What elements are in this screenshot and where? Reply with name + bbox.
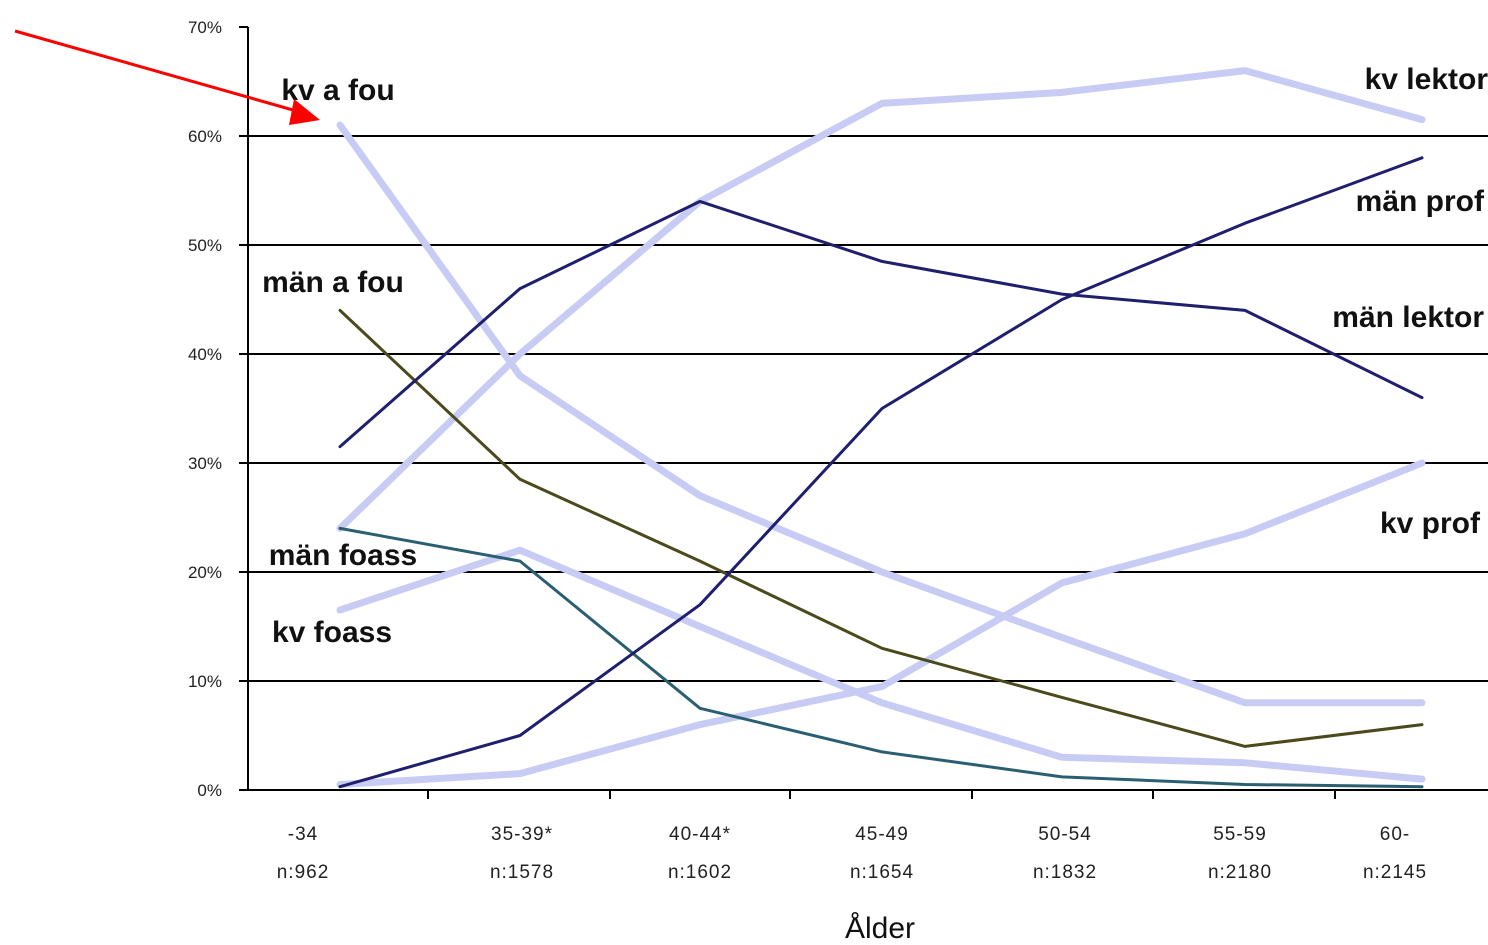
x-tick-label: 45-49 xyxy=(855,824,909,845)
series-label-kv-foass: kv foass xyxy=(272,616,392,649)
x-tick-label: 35-39* xyxy=(491,824,553,845)
gridlines xyxy=(248,135,1488,682)
x-tick-count-label: n:2180 xyxy=(1208,862,1272,883)
y-tick-label: 50% xyxy=(188,236,222,255)
x-tick-label: -34 xyxy=(288,824,318,845)
series-line-män-prof xyxy=(338,156,1424,789)
x-tick-count-label: n:1602 xyxy=(668,862,732,883)
series-line-kv-prof xyxy=(336,459,1426,788)
y-tick-label: 40% xyxy=(188,345,222,364)
x-tick-count-label: n:2145 xyxy=(1363,862,1427,883)
series-label-kv-prof: kv prof xyxy=(1380,507,1481,540)
x-tick-label: 60- xyxy=(1380,824,1410,845)
x-tick-count-label: n:1578 xyxy=(490,862,554,883)
series-label-män-foass: män foass xyxy=(269,539,417,572)
y-tick-label: 10% xyxy=(188,672,222,691)
y-tick-label: 30% xyxy=(188,454,222,473)
x-tick-label: 40-44* xyxy=(669,824,731,845)
series-line-kv-a-fou xyxy=(336,121,1426,707)
series-labels: kv a fou kv lektor kv prof kv foass män a fo… xyxy=(262,63,1488,649)
y-tick-label: 0% xyxy=(197,781,222,800)
x-axis-title: Ålder xyxy=(845,912,915,945)
annotation-arrow xyxy=(14,29,320,125)
x-tick-label: 50-54 xyxy=(1038,824,1092,845)
x-tick-count-label: n:1832 xyxy=(1033,862,1097,883)
x-tick-label: 55-59 xyxy=(1213,824,1267,845)
series-line-män-a-fou xyxy=(338,308,1424,748)
y-tick-label: 60% xyxy=(188,127,222,146)
series-label-män-lektor: män lektor xyxy=(1332,301,1484,334)
series-line-kv-foass xyxy=(336,546,1426,783)
series-line-kv-lektor xyxy=(336,67,1426,532)
axes: 0% 10% 20% 30% 40% 50% 60% 70% -34 n:962 35-39* n:1… xyxy=(188,18,1488,883)
x-tick-count-label: n:1654 xyxy=(850,862,914,883)
series-label-män-a-fou: män a fou xyxy=(262,266,404,299)
series-line-män-lektor xyxy=(338,199,1424,449)
x-tick-count-label: n:962 xyxy=(277,862,330,883)
y-tick-label: 20% xyxy=(188,563,222,582)
series-label-män-prof: män prof xyxy=(1356,185,1485,218)
series-lines xyxy=(336,67,1426,789)
y-tick-label: 70% xyxy=(188,18,222,37)
series-label-kv-a-fou: kv a fou xyxy=(281,74,394,107)
series-label-kv-lektor: kv lektor xyxy=(1365,63,1488,96)
series-line-män-foass xyxy=(338,526,1424,789)
